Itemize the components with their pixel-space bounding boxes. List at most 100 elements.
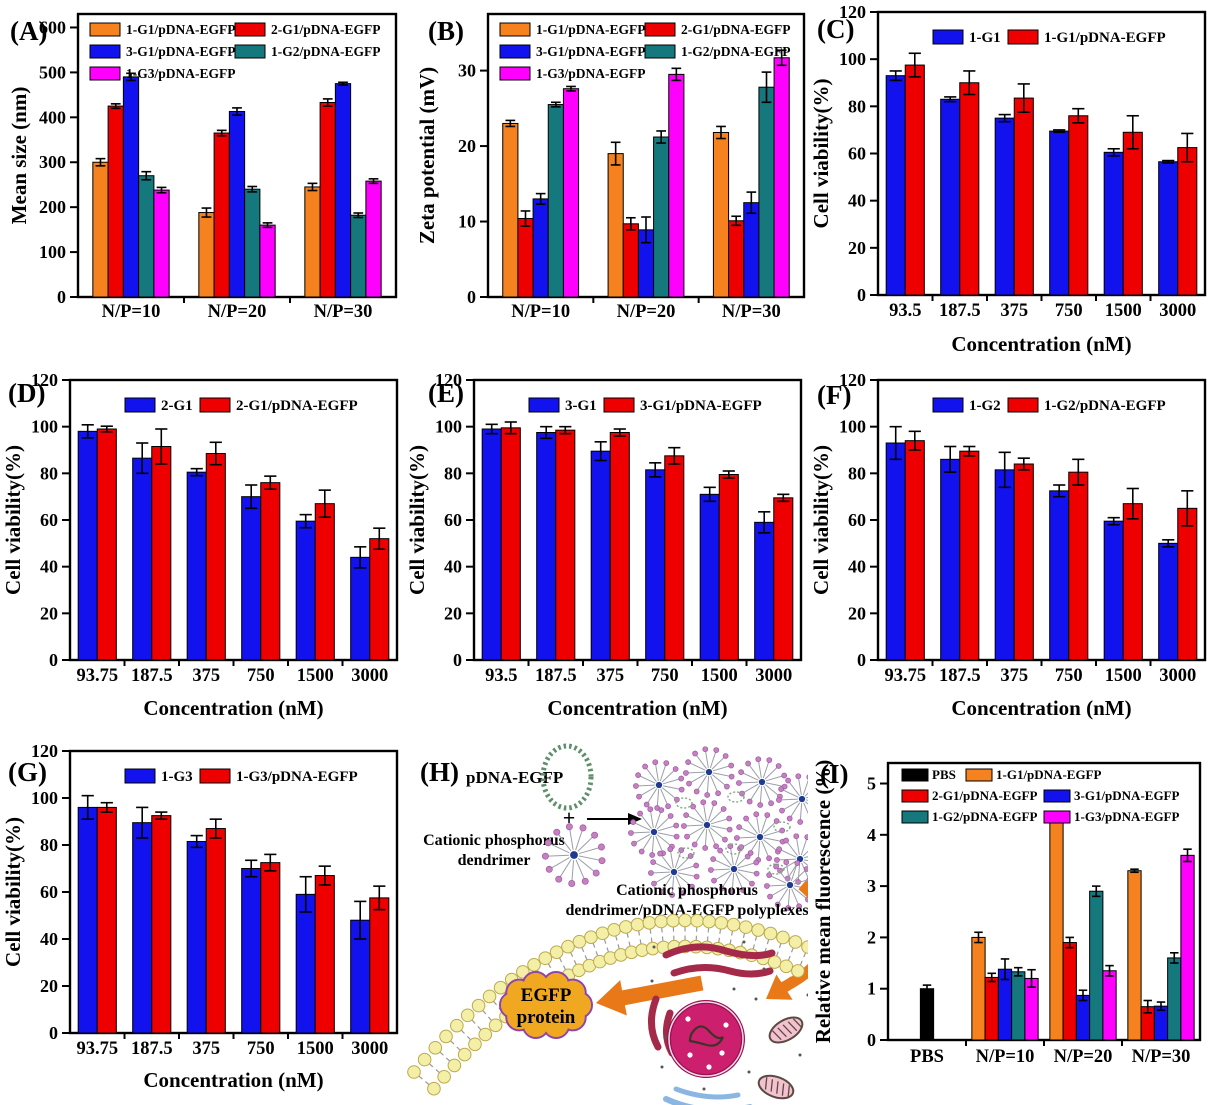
chart-svg-C: (C) 0 20 40 60 80 100 120 93.5 187.5 375 750 1500 300… <box>809 2 1207 356</box>
bar-3-G1-pDNA-EGFP <box>500 427 521 661</box>
bar-1-G2-pDNA-EGFP <box>350 214 367 298</box>
legend-label: 2-G1/pDNA-EGFP <box>236 398 358 414</box>
legend-label: 1-G1/pDNA-EGFP <box>1044 30 1166 46</box>
x-category-label: N/P=30 <box>1132 1047 1191 1067</box>
bar-1-G3-pDNA-EGFP <box>314 875 335 1034</box>
legend-label: 1-G2/pDNA-EGFP <box>932 809 1038 824</box>
legend-swatch <box>499 22 531 37</box>
bar-1-G3-pDNA-EGFP <box>562 88 580 298</box>
bar-3-G1-pDNA-EGFP <box>1153 1005 1169 1041</box>
golgi <box>663 1096 753 1105</box>
x-category-label: 750 <box>1055 301 1083 321</box>
y-tick-label: 40 <box>444 557 462 577</box>
bar-1-G3-pDNA-EGFP <box>96 806 117 1034</box>
y-tick-label: 0 <box>49 1023 58 1043</box>
panel-letter: (C) <box>817 14 854 44</box>
x-category-label: 1500 <box>297 1039 334 1059</box>
bar-3-G1-pDNA-EGFP <box>773 497 794 661</box>
panel-letter: (D) <box>8 378 45 408</box>
y-axis-title: Cell viability(%) <box>1 817 25 967</box>
chart-svg-A: (A) 0 100 200 300 400 500 600 N/P=10 N/P=20 N/P=30… <box>7 12 398 322</box>
x-category-label: 93.5 <box>889 301 921 321</box>
bar-1-G3-pDNA-EGFP <box>1102 970 1117 1041</box>
legend-label: PBS <box>932 767 956 782</box>
x-axis-title: Concentration (nM) <box>951 696 1131 720</box>
x-category-label: 187.5 <box>131 666 173 686</box>
chart-svg-B: (B) 0 10 20 30 N/P=10 N/P=20 N/P=30 Zeta potenti… <box>415 12 806 322</box>
y-tick-label: 100 <box>839 49 866 69</box>
bar-1-G1-pDNA-EGFP <box>1177 147 1198 296</box>
legend-swatch <box>234 44 266 59</box>
x-category-label: 1500 <box>297 666 334 686</box>
chart-svg-F: (F) 0 20 40 60 80 100 120 93.75 187.5 375 750 1500 30… <box>809 370 1207 720</box>
plasmid-icon <box>540 743 594 811</box>
x-category-label: 3000 <box>1159 666 1196 686</box>
bar-2-G1-pDNA-EGFP <box>1062 942 1077 1041</box>
arrow <box>596 975 704 1016</box>
y-tick-label: 0 <box>857 285 866 305</box>
bar-1-G3 <box>186 840 207 1034</box>
bar-3-G1-pDNA-EGFP <box>228 110 246 298</box>
y-tick-label: 2 <box>867 927 876 947</box>
legend-swatch <box>932 397 964 413</box>
plus-sign: + <box>563 805 576 830</box>
bar-1-G3-pDNA-EGFP <box>773 57 790 298</box>
bar-3-G1-pDNA-EGFP <box>664 455 685 661</box>
legend-swatch <box>901 789 929 803</box>
x-axis-title: Concentration (nM) <box>143 1068 323 1092</box>
y-tick-label: 40 <box>40 929 58 949</box>
y-tick-label: 500 <box>39 62 66 82</box>
y-tick-label: 40 <box>848 191 866 211</box>
bar-1-G2-pDNA-EGFP <box>653 136 670 298</box>
bar-1-G1-pDNA-EGFP <box>1068 115 1089 296</box>
x-category-label: N/P=10 <box>102 302 161 322</box>
x-category-label: 3000 <box>351 1039 388 1059</box>
bar-1-G1-pDNA-EGFP <box>198 212 215 298</box>
legend-swatch <box>932 29 964 45</box>
bar-2-G1-pDNA-EGFP <box>728 220 745 298</box>
y-tick-label: 0 <box>453 650 462 670</box>
legend-label: 3-G1/pDNA-EGFP <box>536 44 646 59</box>
x-category-label: N/P=20 <box>617 302 676 322</box>
y-tick-label: 600 <box>39 17 66 37</box>
panel-h-mechanism-diagram: (H) pDNA-EGFP + Cationic phosphorus dendrime… <box>404 737 808 1105</box>
x-category-label: N/P=10 <box>511 302 570 322</box>
panel-letter: (B) <box>428 16 464 46</box>
y-tick-label: 200 <box>39 197 66 217</box>
dendrimer-icon <box>648 846 700 898</box>
y-tick-label: 100 <box>31 417 58 437</box>
y-tick-label: 100 <box>435 417 462 437</box>
x-category-label: 3000 <box>351 666 388 686</box>
dendrimer-icon <box>683 746 735 798</box>
bar-1-G1-pDNA-EGFP <box>1049 816 1064 1041</box>
y-axis-title: Relative mean fluorescence (%) <box>811 760 835 1044</box>
x-category-label: 375 <box>596 666 624 686</box>
bar-2-G1-pDNA-EGFP <box>205 453 226 661</box>
x-category-label: 1500 <box>1105 666 1142 686</box>
legend-swatch <box>1043 789 1071 803</box>
y-tick-label: 100 <box>839 417 866 437</box>
y-tick-label: 0 <box>49 650 58 670</box>
bar-2-G1-pDNA-EGFP <box>622 223 639 298</box>
polyplex-label: Cationic phosphorus <box>616 882 758 899</box>
y-tick-label: 80 <box>444 463 462 483</box>
bar-1-G2-pDNA-EGFP <box>138 175 155 298</box>
x-category-label: 93.75 <box>884 666 926 686</box>
bar-1-G2 <box>885 442 906 661</box>
bar-1-G2-pDNA-EGFP <box>1177 507 1198 661</box>
chart-svg-G: (G) 0 20 40 60 80 100 120 93.75 187.5 375 750 1500 30… <box>1 741 399 1092</box>
panel-letter: (F) <box>817 380 851 410</box>
bar-1-G3-pDNA-EGFP <box>151 815 172 1034</box>
y-tick-label: 120 <box>839 2 866 22</box>
bar-3-G1-pDNA-EGFP <box>334 83 352 298</box>
dendrimer-icon <box>764 859 808 911</box>
bar-1-G3-pDNA-EGFP <box>369 897 390 1034</box>
legend-swatch <box>499 66 531 81</box>
legend-label: 1-G2 <box>969 398 1001 414</box>
bar-2-G1-pDNA-EGFP <box>107 105 124 298</box>
entry-arrow <box>777 880 808 994</box>
bar-2-G1-pDNA-EGFP <box>260 482 281 661</box>
y-tick-label: 120 <box>435 370 462 390</box>
bar-3-G1-pDNA-EGFP <box>555 429 576 661</box>
legend-swatch <box>1007 397 1039 413</box>
